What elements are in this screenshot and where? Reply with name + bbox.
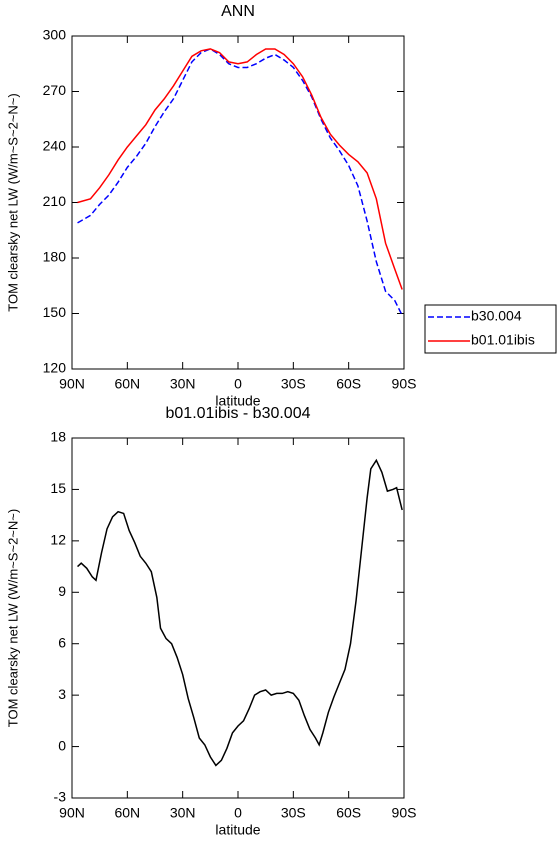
x-tick-label: 90S bbox=[392, 376, 417, 392]
x-axis-label: latitude bbox=[215, 393, 260, 409]
x-tick-label: 0 bbox=[234, 376, 242, 392]
x-tick-label: 60S bbox=[336, 805, 361, 821]
y-tick-label: 3 bbox=[58, 686, 66, 702]
x-tick-label: 90S bbox=[392, 805, 417, 821]
x-tick-label: 60S bbox=[336, 376, 361, 392]
y-tick-label: 210 bbox=[43, 193, 67, 209]
y-tick-label: 0 bbox=[58, 737, 66, 753]
x-tick-label: 60N bbox=[114, 376, 140, 392]
y-tick-label: 9 bbox=[58, 583, 66, 599]
x-tick-label: 30N bbox=[170, 805, 196, 821]
y-tick-label: 12 bbox=[50, 532, 66, 548]
y-axis-label: TOM clearsky net LW (W/m~S~2~N~) bbox=[5, 509, 20, 727]
data-line bbox=[77, 48, 403, 290]
x-tick-label: 0 bbox=[234, 805, 242, 821]
y-tick-label: 240 bbox=[43, 138, 67, 154]
data-line bbox=[77, 458, 403, 767]
legend-label: b01.01ibis bbox=[471, 332, 535, 348]
x-tick-label: 30S bbox=[281, 805, 306, 821]
x-tick-label: 90N bbox=[59, 376, 85, 392]
data-line bbox=[77, 48, 403, 316]
y-tick-label: 120 bbox=[43, 360, 67, 376]
chart-title: b01.01ibis - b30.004 bbox=[166, 405, 311, 422]
y-tick-label: 180 bbox=[43, 249, 67, 265]
x-axis-label: latitude bbox=[215, 822, 260, 838]
y-tick-label: 150 bbox=[43, 304, 67, 320]
chart-title: ANN bbox=[221, 3, 255, 20]
legend-label: b30.004 bbox=[471, 308, 522, 324]
y-tick-label: 18 bbox=[50, 429, 66, 445]
x-tick-label: 30N bbox=[170, 376, 196, 392]
x-tick-label: 90N bbox=[59, 805, 85, 821]
x-tick-label: 60N bbox=[114, 805, 140, 821]
plot-frame bbox=[71, 35, 405, 370]
y-tick-label: 6 bbox=[58, 634, 66, 650]
y-tick-label: 15 bbox=[50, 480, 66, 496]
y-tick-label: 300 bbox=[43, 27, 67, 43]
x-tick-label: 30S bbox=[281, 376, 306, 392]
y-tick-label: 270 bbox=[43, 82, 67, 98]
legend-box bbox=[424, 304, 557, 354]
y-tick-label: -3 bbox=[54, 789, 67, 805]
y-axis-label: TOM clearsky net LW (W/m~S~2~N~) bbox=[5, 93, 20, 311]
